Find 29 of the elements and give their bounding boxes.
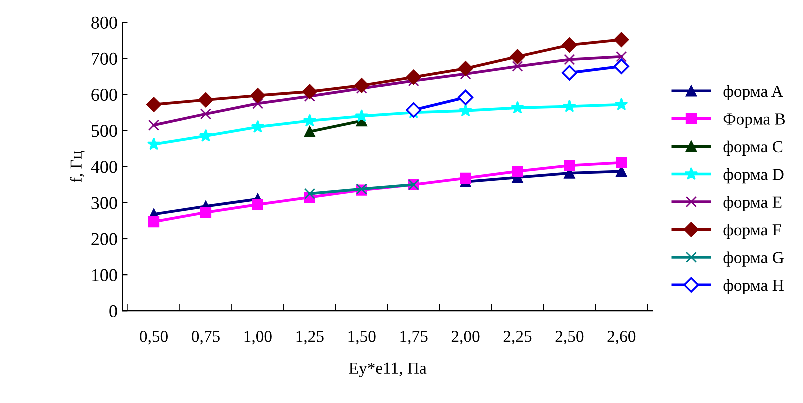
legend-label: форма E bbox=[724, 196, 782, 212]
y-tick-label: 200 bbox=[92, 233, 118, 246]
y-tick-label: 600 bbox=[92, 88, 118, 102]
y-tick-label: 0 bbox=[110, 305, 118, 318]
legend-label: форма C bbox=[724, 140, 783, 156]
x-tick-label: 2,60 bbox=[608, 331, 636, 345]
legend-label: форма F bbox=[724, 224, 782, 240]
legend-label: форма H bbox=[724, 279, 784, 295]
x-tick-label: 1,75 bbox=[400, 331, 428, 345]
x-tick-label: 2,00 bbox=[452, 331, 480, 345]
legend-label: форма A bbox=[724, 85, 784, 101]
x-tick-label: 0,50 bbox=[140, 331, 168, 345]
y-tick-label: 400 bbox=[91, 161, 118, 174]
x-tick-label: 2,25 bbox=[504, 331, 532, 345]
y-tick-label: 300 bbox=[92, 197, 118, 210]
x-axis-title: Ey*e11, Па bbox=[349, 362, 427, 378]
y-tick-label: 100 bbox=[92, 269, 118, 282]
legend-label: форма D bbox=[724, 168, 784, 184]
y-tick-label: 700 bbox=[92, 52, 118, 66]
legend-label: форма G bbox=[724, 252, 784, 267]
legend-label: Форма B bbox=[724, 114, 786, 128]
x-tick-label: 1,25 bbox=[296, 331, 324, 345]
x-tick-label: 0,75 bbox=[192, 331, 220, 345]
y-tick-label: 500 bbox=[92, 125, 118, 138]
x-tick-label: 2,50 bbox=[556, 331, 584, 345]
y-tick-label: 800 bbox=[92, 16, 118, 30]
y-axis-title: f, Гц bbox=[70, 151, 86, 183]
x-tick-label: 1,50 bbox=[348, 331, 376, 345]
x-tick-label: 1,00 bbox=[244, 331, 272, 345]
